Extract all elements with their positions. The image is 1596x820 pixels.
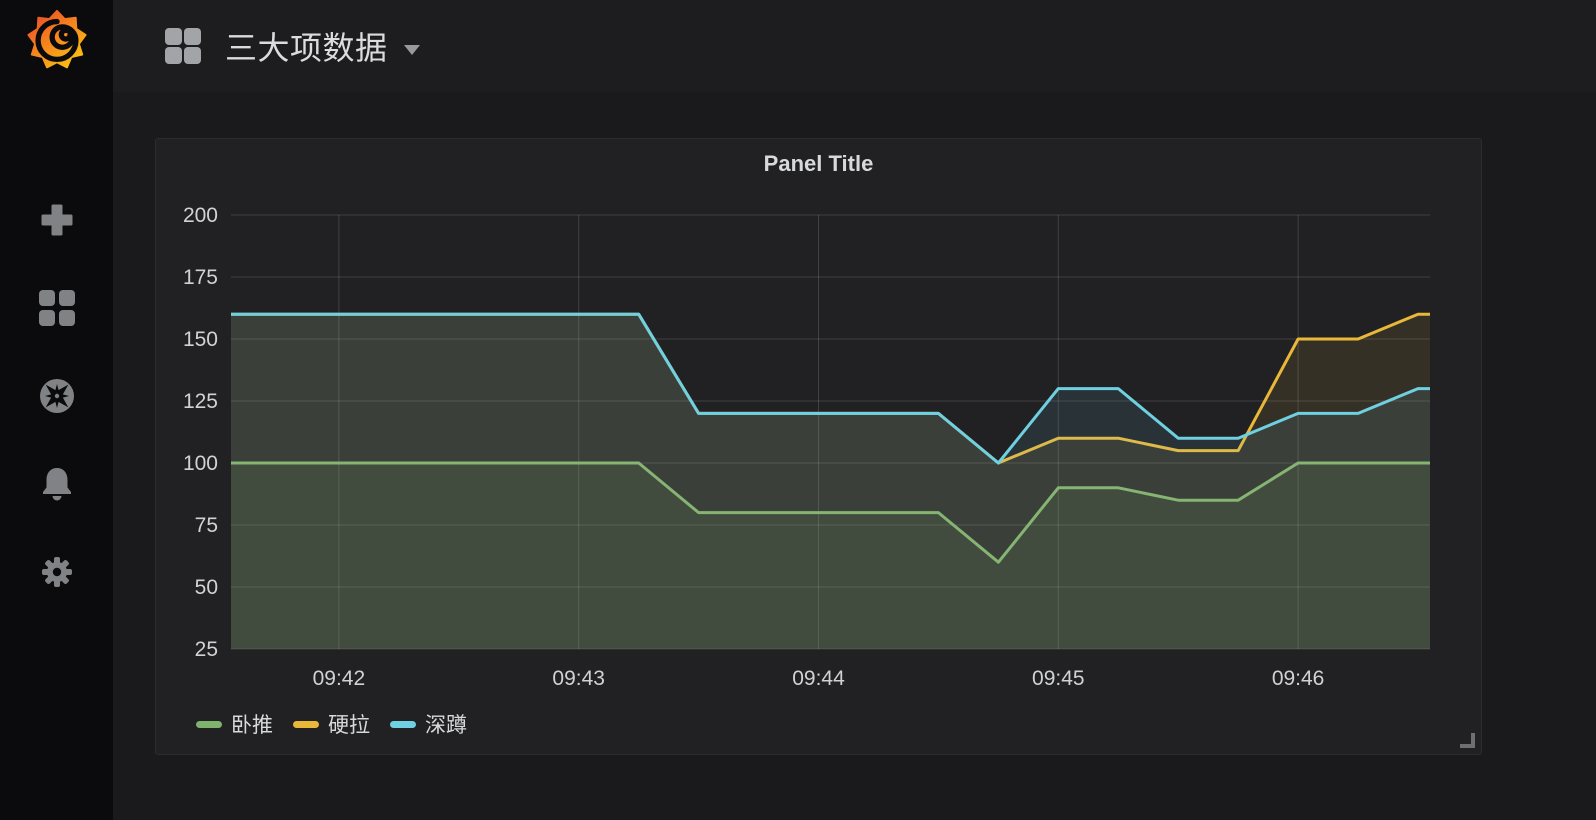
sidebar-nav [0,200,113,592]
x-tick-label: 09:46 [1272,667,1325,690]
legend-label: 深蹲 [425,714,467,737]
legend-item-硬拉[interactable]: 硬拉 [293,709,370,739]
y-tick-label: 125 [183,390,218,413]
bell-icon[interactable] [37,464,77,504]
timeseries-chart[interactable]: 25 50 75 100 125 150 175 200 09:42 09:43 09:44 09:4… [156,139,1481,754]
legend-label: 硬拉 [328,714,370,737]
grafana-swirl [34,18,79,63]
compass-icon[interactable] [37,376,77,416]
dashboard-canvas: Panel Title 25 50 75 100 125 150 175 200 09:42 09… [113,92,1596,820]
plus-icon[interactable] [37,200,77,240]
y-tick-label: 150 [183,328,218,351]
x-tick-label: 09:45 [1032,667,1085,690]
legend-label: 卧推 [231,714,273,737]
series-area-卧推 [231,463,1430,649]
series-line-卧推 [231,461,1430,564]
top-header: 三大项数据 [113,0,1596,92]
timeseries-panel: Panel Title 25 50 75 100 125 150 175 200 09:42 09… [155,138,1482,755]
panel-resize-handle[interactable] [1460,733,1475,748]
series-line-深蹲 [231,312,1430,465]
y-tick-label: 175 [183,266,218,289]
y-tick-label: 50 [195,576,218,599]
legend-item-深蹲[interactable]: 深蹲 [390,709,467,739]
chart-legend: 卧推 硬拉 深蹲 [196,709,467,739]
chevron-down-icon[interactable] [403,45,420,55]
y-tick-label: 25 [195,638,218,661]
x-tick-label: 09:44 [792,667,845,690]
sidebar [0,0,113,820]
legend-swatch [196,720,222,728]
dashboards-icon[interactable] [37,288,77,328]
grafana-logo[interactable] [25,8,89,72]
panel-title[interactable]: Panel Title [763,151,874,176]
dashboard-icon[interactable] [163,26,203,66]
legend-item-卧推[interactable]: 卧推 [196,709,273,739]
x-tick-label: 09:42 [313,667,366,690]
series-area-硬拉 [231,314,1430,649]
series-area-深蹲 [231,314,1430,649]
legend-swatch [390,720,416,728]
x-tick-label: 09:43 [552,667,605,690]
y-tick-label: 200 [183,204,218,227]
y-tick-label: 75 [195,514,218,537]
y-tick-label: 100 [183,452,218,475]
legend-swatch [293,720,319,728]
dashboard-title[interactable]: 三大项数据 [225,30,388,66]
gear-icon[interactable] [37,552,77,592]
